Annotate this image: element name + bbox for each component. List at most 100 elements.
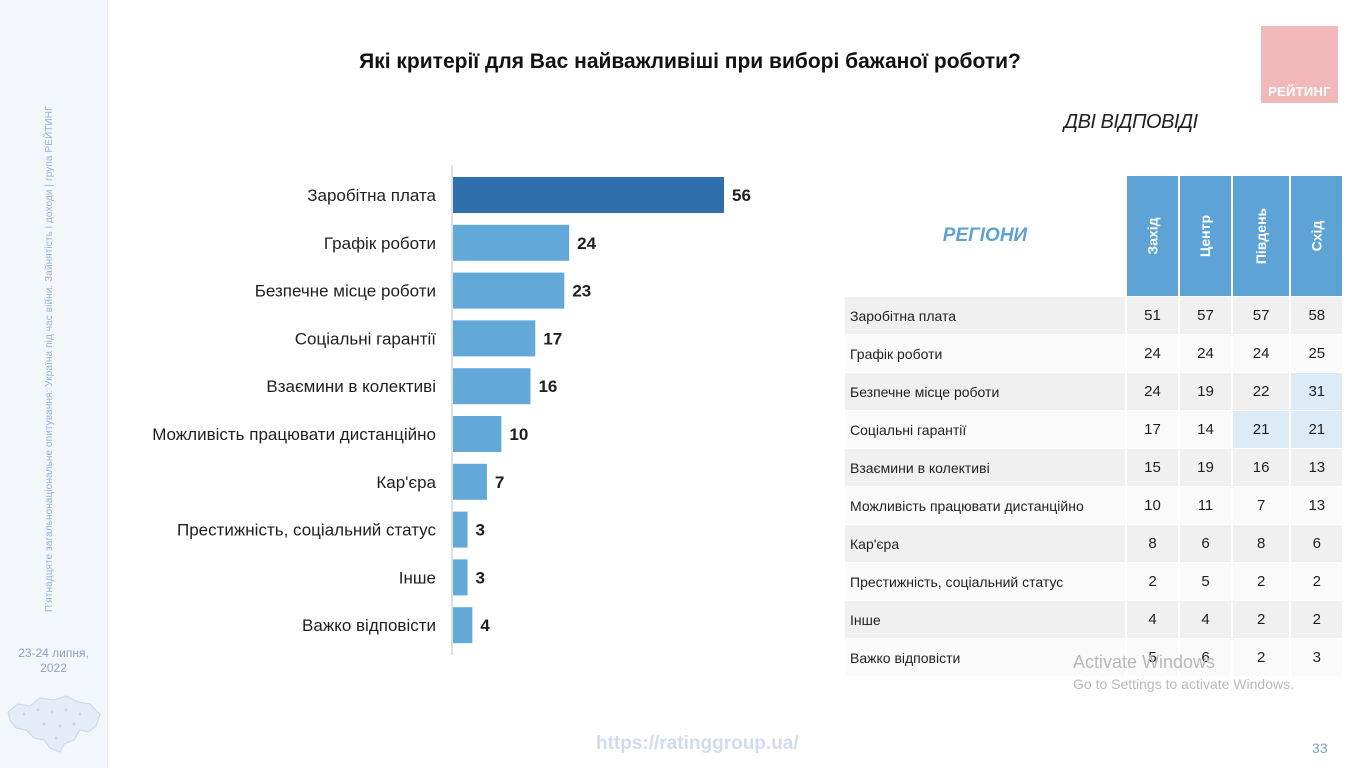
regions-table: РЕГІОНИ Захід Центр Південь Схід Заробіт… bbox=[845, 176, 1343, 676]
row-label: Інше bbox=[845, 600, 1126, 639]
row-label: Кар'єра bbox=[845, 524, 1126, 563]
table-cell: 6 bbox=[1178, 524, 1232, 563]
ukraine-map-icon bbox=[7, 695, 101, 753]
table-row: Соціальні гарантії 17 14 21 21 bbox=[845, 410, 1343, 449]
table-cell: 5 bbox=[1125, 638, 1179, 676]
row-label: Графік роботи bbox=[845, 334, 1126, 373]
table-cell: 22 bbox=[1230, 372, 1291, 411]
table-cell: 25 bbox=[1289, 334, 1343, 373]
category-label: Можливість працювати дистанційно bbox=[152, 425, 436, 444]
bar bbox=[453, 177, 725, 213]
table-cell: 21 bbox=[1230, 410, 1291, 449]
table-cell: 5 bbox=[1178, 562, 1232, 601]
category-label: Важко відповісти bbox=[302, 616, 436, 635]
answers-note: ДВІ ВІДПОВІДІ bbox=[1064, 111, 1198, 133]
table-cell: 2 bbox=[1125, 562, 1179, 601]
table-cell: 16 bbox=[1230, 448, 1291, 487]
table-row: Інше 4 4 2 2 bbox=[845, 600, 1343, 639]
table-row: Кар'єра 8 6 8 6 bbox=[845, 524, 1343, 563]
category-label: Взаємини в колективі bbox=[266, 377, 436, 396]
table-cell: 24 bbox=[1125, 334, 1179, 373]
table-cell: 2 bbox=[1289, 600, 1343, 639]
table-row: Заробітна плата 51 57 57 58 bbox=[845, 296, 1343, 335]
table-cell: 21 bbox=[1289, 410, 1343, 449]
table-cell: 31 bbox=[1289, 372, 1343, 411]
table-cell: 10 bbox=[1125, 486, 1179, 525]
bar bbox=[453, 224, 570, 261]
table-cell: 17 bbox=[1125, 410, 1179, 449]
bar bbox=[453, 368, 531, 405]
category-label: Інше bbox=[399, 568, 436, 587]
logo-text: РЕЙТИНГ bbox=[1268, 84, 1331, 99]
bar-value-label: 4 bbox=[480, 616, 490, 635]
table-cell: 2 bbox=[1230, 600, 1291, 639]
survey-vertical-caption: П'ятнадцяте загальнонаціональне опитуван… bbox=[44, 105, 55, 612]
survey-date-line1: 23-24 липня, bbox=[18, 646, 89, 660]
bar bbox=[453, 607, 473, 644]
category-label: Заробітна плата bbox=[307, 186, 436, 205]
col-header-west: Захід bbox=[1125, 176, 1179, 297]
table-cell: 4 bbox=[1178, 600, 1232, 639]
bar bbox=[453, 511, 468, 548]
col-header-east: Схід bbox=[1289, 176, 1343, 297]
bar-value-label: 3 bbox=[476, 521, 485, 540]
col-header-label: Захід bbox=[1144, 217, 1161, 255]
table-row: Престижність, соціальний статус 2 5 2 2 bbox=[845, 562, 1343, 601]
bar-value-label: 56 bbox=[732, 186, 751, 205]
category-label: Соціальні гарантії bbox=[295, 329, 437, 348]
page-number: 33 bbox=[1312, 740, 1328, 756]
col-header-label: Південь bbox=[1253, 207, 1270, 265]
watermark-subtitle: Go to Settings to activate Windows. bbox=[1073, 676, 1294, 692]
table-cell: 8 bbox=[1230, 524, 1291, 563]
bar-value-label: 24 bbox=[577, 234, 596, 253]
bar-value-label: 16 bbox=[538, 377, 557, 396]
table-cell: 2 bbox=[1230, 562, 1291, 601]
bar bbox=[453, 463, 487, 500]
row-label: Безпечне місце роботи bbox=[845, 372, 1126, 411]
survey-date: 23-24 липня, 2022 bbox=[0, 646, 107, 676]
table-cell: 7 bbox=[1230, 486, 1291, 525]
table-cell: 19 bbox=[1178, 372, 1232, 411]
bar-value-label: 17 bbox=[543, 329, 562, 348]
bar-value-label: 10 bbox=[509, 425, 528, 444]
category-label: Престижність, соціальний статус bbox=[177, 521, 436, 540]
category-label: Графік роботи bbox=[324, 234, 436, 253]
table-cell: 2 bbox=[1289, 562, 1343, 601]
slide-title: Які критерії для Вас найважливіші при ви… bbox=[359, 50, 1021, 73]
row-label: Можливість працювати дистанційно bbox=[845, 486, 1126, 525]
survey-date-line2: 2022 bbox=[40, 661, 67, 675]
row-label: Важко відповісти bbox=[845, 638, 1126, 676]
table-cell: 6 bbox=[1178, 638, 1232, 676]
table-cell: 13 bbox=[1289, 486, 1343, 525]
table-cell: 24 bbox=[1230, 334, 1291, 373]
category-label: Кар'єра bbox=[376, 473, 436, 492]
table-cell: 6 bbox=[1289, 524, 1343, 563]
row-label: Заробітна плата bbox=[845, 296, 1126, 335]
table-cell: 2 bbox=[1230, 638, 1291, 676]
activation-watermark: Activate Windows Go to Settings to activ… bbox=[1073, 652, 1294, 692]
table-row: Безпечне місце роботи 24 19 22 31 bbox=[845, 372, 1343, 411]
table-row: Важко відповісти 5 6 2 3 bbox=[845, 638, 1343, 676]
col-header-south: Південь bbox=[1230, 176, 1291, 297]
bar-value-label: 23 bbox=[572, 282, 591, 301]
sidebar: П'ятнадцяте загальнонаціональне опитуван… bbox=[0, 0, 108, 768]
table-cell: 24 bbox=[1178, 334, 1232, 373]
table-cell: 4 bbox=[1125, 600, 1179, 639]
website-url: https://ratinggroup.ua/ bbox=[596, 733, 799, 754]
bar-value-label: 7 bbox=[495, 473, 504, 492]
table-cell: 14 bbox=[1178, 410, 1232, 449]
regions-header: РЕГІОНИ bbox=[845, 176, 1126, 297]
table-cell: 57 bbox=[1178, 296, 1232, 335]
col-header-center: Центр bbox=[1178, 176, 1232, 297]
bar bbox=[453, 272, 565, 309]
table-cell: 24 bbox=[1125, 372, 1179, 411]
table-row: Взаємини в колективі 15 19 16 13 bbox=[845, 448, 1343, 487]
watermark-title: Activate Windows bbox=[1073, 652, 1216, 672]
col-header-label: Схід bbox=[1308, 220, 1325, 252]
table-cell: 57 bbox=[1230, 296, 1291, 335]
col-header-label: Центр bbox=[1197, 214, 1214, 258]
bar bbox=[453, 416, 502, 452]
row-label: Взаємини в колективі bbox=[845, 448, 1126, 487]
bar-value-label: 3 bbox=[476, 568, 485, 587]
criteria-bar-chart: Заробітна плата 56 Графік роботи 24 Безпечне… bbox=[152, 165, 751, 655]
